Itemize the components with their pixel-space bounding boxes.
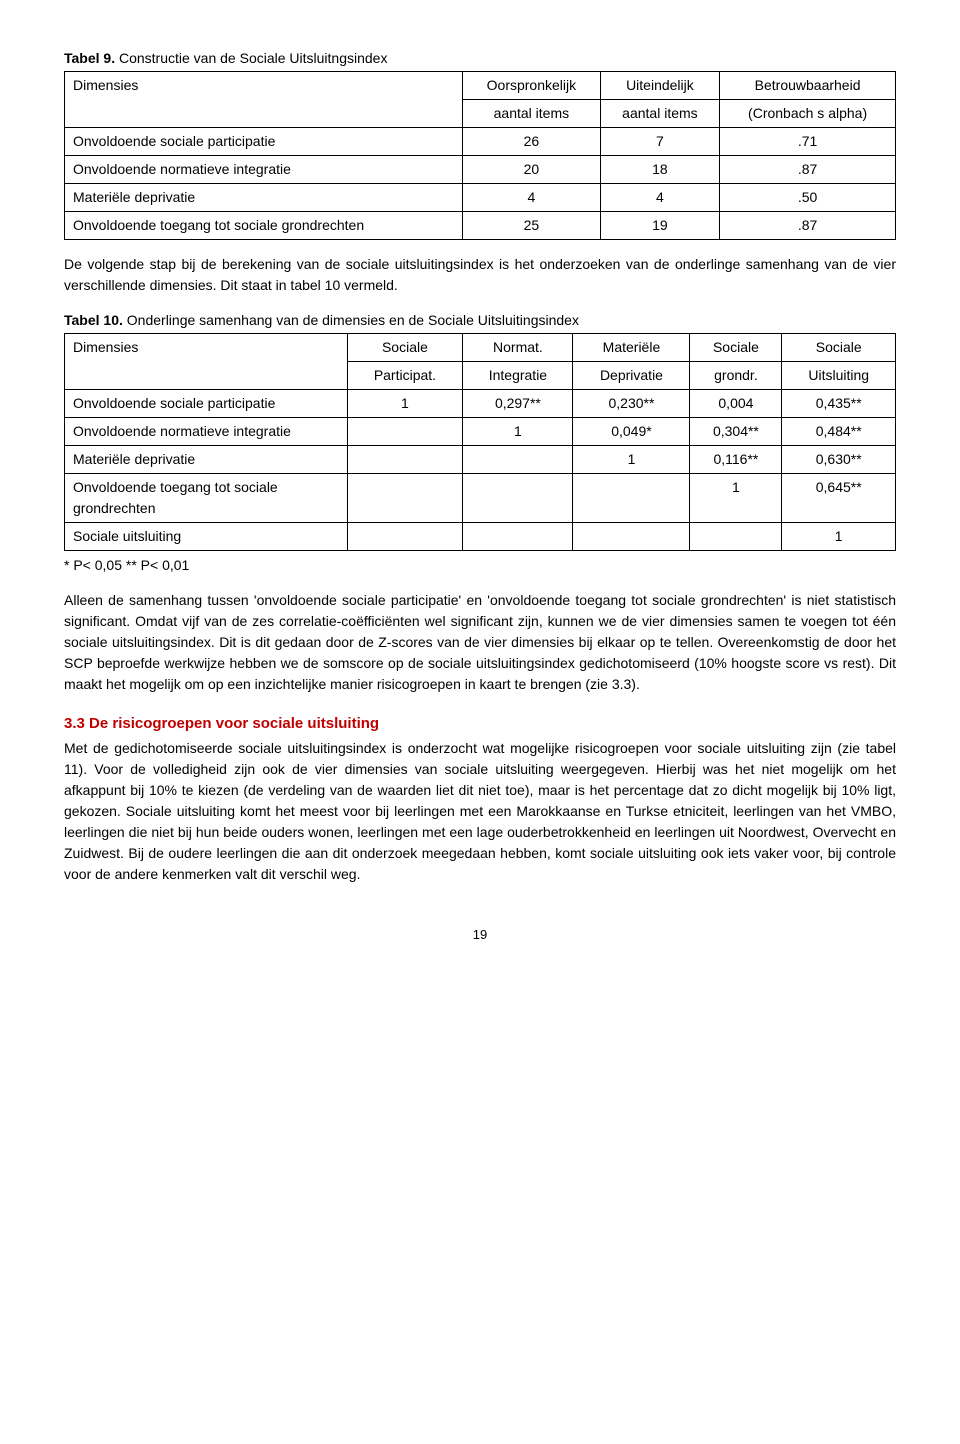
table-cell: 19	[600, 212, 719, 240]
table-cell: 0,297**	[463, 390, 573, 418]
table-cell	[347, 523, 463, 551]
table-cell: .71	[720, 128, 896, 156]
table-row: Onvoldoende normatieve integratie	[65, 418, 348, 446]
table-cell	[463, 474, 573, 523]
table-cell: 0,645**	[782, 474, 896, 523]
table-cell	[347, 446, 463, 474]
table-row: Materiële deprivatie	[65, 184, 463, 212]
table-cell: .50	[720, 184, 896, 212]
table-row: Sociale uitsluiting	[65, 523, 348, 551]
table10-h3b: Deprivatie	[573, 362, 690, 390]
table-cell: 1	[782, 523, 896, 551]
table10-h0: Dimensies	[65, 334, 348, 390]
table9-h2b: aantal items	[600, 100, 719, 128]
table10-h1b: Participat.	[347, 362, 463, 390]
table-cell	[347, 474, 463, 523]
page-number: 19	[64, 925, 896, 945]
table-cell: 20	[463, 156, 601, 184]
table-cell: 26	[463, 128, 601, 156]
table9-title-prefix: Tabel 9.	[64, 50, 115, 66]
table-cell: 0,230**	[573, 390, 690, 418]
table10-title-rest: Onderlinge samenhang van de dimensies en…	[123, 312, 579, 328]
table9-title-rest: Constructie van de Sociale Uitsluitngsin…	[115, 50, 387, 66]
table10-h4a: Sociale	[690, 334, 782, 362]
table-cell: 4	[463, 184, 601, 212]
table-cell: 25	[463, 212, 601, 240]
table10-h5b: Uitsluiting	[782, 362, 896, 390]
table-cell	[463, 446, 573, 474]
table-row: Onvoldoende toegang tot sociale grondrec…	[65, 212, 463, 240]
table-row: Materiële deprivatie	[65, 446, 348, 474]
table-cell: .87	[720, 212, 896, 240]
table10-h2b: Integratie	[463, 362, 573, 390]
table-row: Onvoldoende sociale participatie	[65, 390, 348, 418]
table-cell: 0,435**	[782, 390, 896, 418]
table-cell: 1	[347, 390, 463, 418]
table10-h3a: Materiële	[573, 334, 690, 362]
table-cell: .87	[720, 156, 896, 184]
table9-h0: Dimensies	[65, 72, 463, 128]
paragraph-1: De volgende stap bij de berekening van d…	[64, 254, 896, 296]
table9-h3b: (Cronbach s alpha)	[720, 100, 896, 128]
table-row: Onvoldoende normatieve integratie	[65, 156, 463, 184]
table-cell: 0,049*	[573, 418, 690, 446]
table10-title-prefix: Tabel 10.	[64, 312, 123, 328]
table10-h4b: grondr.	[690, 362, 782, 390]
table-cell	[690, 523, 782, 551]
table-cell	[463, 523, 573, 551]
table9: Dimensies Oorspronkelijk Uiteindelijk Be…	[64, 71, 896, 240]
table10-h5a: Sociale	[782, 334, 896, 362]
table9-h2a: Uiteindelijk	[600, 72, 719, 100]
table-cell: 0,630**	[782, 446, 896, 474]
table-cell	[573, 523, 690, 551]
table-cell	[347, 418, 463, 446]
table9-h1a: Oorspronkelijk	[463, 72, 601, 100]
table-cell	[573, 474, 690, 523]
table-row: Onvoldoende sociale participatie	[65, 128, 463, 156]
section-heading-3-3: 3.3 De risicogroepen voor sociale uitslu…	[64, 713, 896, 736]
table-cell: 0,116**	[690, 446, 782, 474]
table9-h1b: aantal items	[463, 100, 601, 128]
table-cell: 1	[463, 418, 573, 446]
table-cell: 0,484**	[782, 418, 896, 446]
table10-h1a: Sociale	[347, 334, 463, 362]
table-cell: 1	[690, 474, 782, 523]
table-cell: 7	[600, 128, 719, 156]
table9-title: Tabel 9. Constructie van de Sociale Uits…	[64, 48, 896, 69]
table10-footnote: * P< 0,05 ** P< 0,01	[64, 555, 896, 576]
table-cell: 1	[573, 446, 690, 474]
table-cell: 4	[600, 184, 719, 212]
paragraph-3: Met de gedichotomiseerde sociale uitslui…	[64, 738, 896, 885]
table10-h2a: Normat.	[463, 334, 573, 362]
table-cell: 0,304**	[690, 418, 782, 446]
table10-title: Tabel 10. Onderlinge samenhang van de di…	[64, 310, 896, 331]
table-cell: 0,004	[690, 390, 782, 418]
table-row: Onvoldoende toegang tot sociale grondrec…	[65, 474, 348, 523]
table10: Dimensies Sociale Normat. Materiële Soci…	[64, 333, 896, 551]
paragraph-2: Alleen de samenhang tussen 'onvoldoende …	[64, 590, 896, 695]
table-cell: 18	[600, 156, 719, 184]
table9-h3a: Betrouwbaarheid	[720, 72, 896, 100]
